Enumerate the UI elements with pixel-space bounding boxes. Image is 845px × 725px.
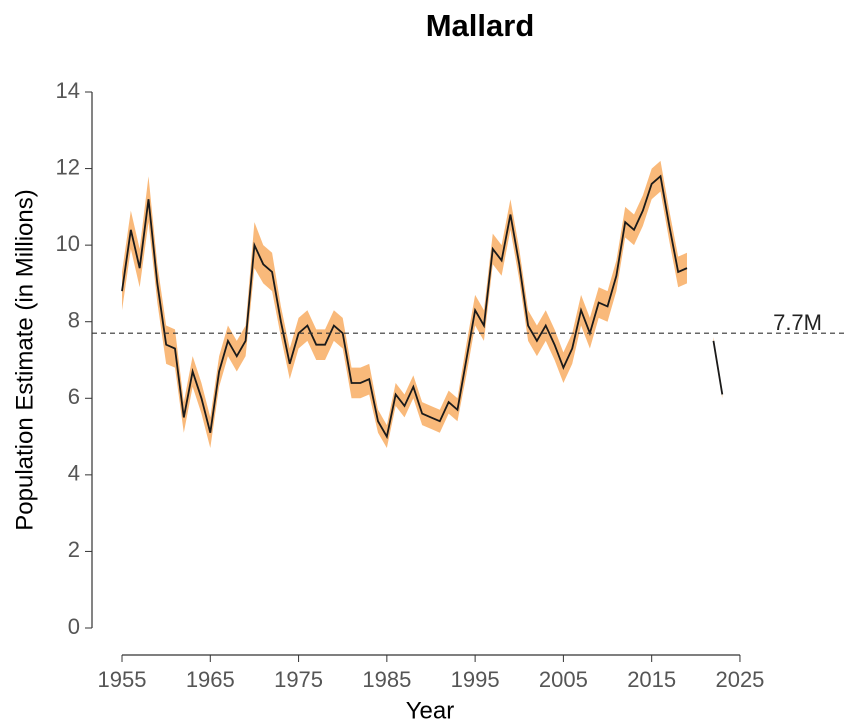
reference-label: 7.7M [773,310,822,335]
x-tick-label: 1995 [451,667,500,692]
y-tick-label: 12 [56,154,80,179]
y-tick-label: 2 [68,537,80,562]
x-axis-label: Year [406,697,455,724]
chart-title: Mallard [426,8,535,43]
x-tick-label: 2005 [539,667,588,692]
y-tick-label: 14 [56,78,80,103]
x-tick-label: 2015 [627,667,676,692]
y-axis-label: Population Estimate (in Millions) [11,189,38,530]
x-tick-label: 2025 [715,667,764,692]
x-tick-label: 1965 [186,667,235,692]
y-tick-label: 8 [68,308,80,333]
y-tick-label: 10 [56,231,80,256]
x-tick-label: 1985 [362,667,411,692]
y-tick-label: 0 [68,614,80,639]
y-tick-label: 6 [68,384,80,409]
x-tick-label: 1975 [274,667,323,692]
line [121,174,724,440]
y-tick-label: 4 [68,461,80,486]
x-tick-label: 1955 [98,667,147,692]
